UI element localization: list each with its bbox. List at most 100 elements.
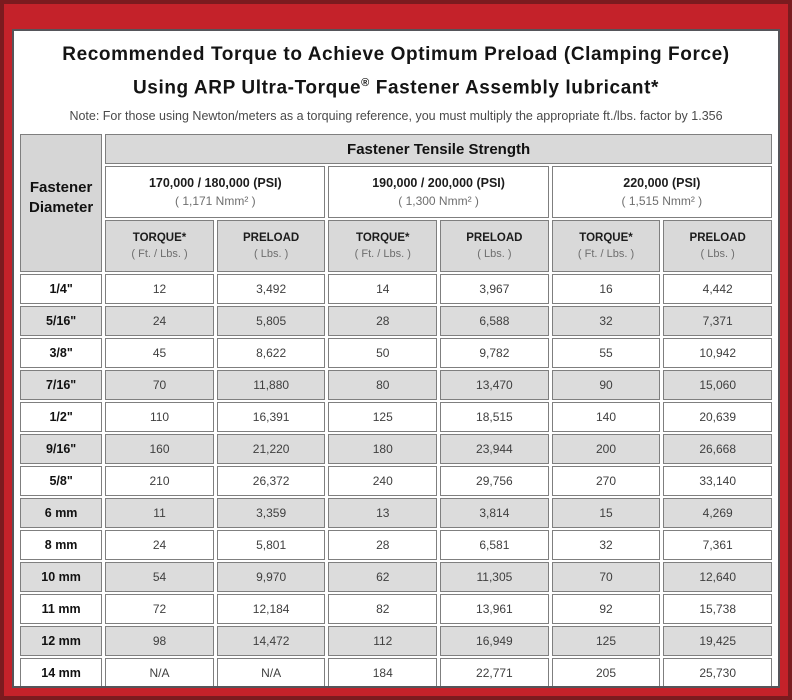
value-cell: 140	[551, 402, 661, 433]
fastener-diameter-header: Fastener Diameter	[20, 134, 103, 273]
value-cell: 80	[328, 370, 438, 401]
table-row: 1/4" 12 3,492 14 3,967 16 4,442	[20, 274, 772, 305]
value-cell: 22,771	[440, 658, 549, 686]
value-cell: 16	[551, 274, 661, 305]
diameter-cell: 1/2"	[20, 402, 103, 433]
diameter-cell: 12 mm	[20, 626, 103, 657]
value-cell: 26,668	[663, 434, 772, 465]
value-cell: 15	[551, 498, 661, 529]
value-cell: 11	[105, 498, 214, 529]
registered-trademark-symbol: ®	[361, 77, 370, 89]
value-cell: 21,220	[216, 434, 326, 465]
table-row: 5/16" 24 5,805 28 6,588 32 7,371	[20, 306, 772, 337]
value-cell: 18,515	[440, 402, 549, 433]
psi-group-220: 220,000 (PSI) ( 1,515 Nmm² )	[551, 166, 772, 219]
preload-column-header: PRELOAD ( Lbs. )	[216, 220, 326, 273]
value-cell: 5,801	[216, 530, 326, 561]
value-cell: 24	[105, 530, 214, 561]
page-title: Recommended Torque to Achieve Optimum Pr…	[17, 41, 775, 102]
value-cell: 55	[551, 338, 661, 369]
value-cell: 54	[105, 562, 214, 593]
table-head: Fastener Diameter Fastener Tensile Stren…	[20, 134, 772, 273]
value-cell: 270	[551, 466, 661, 497]
value-cell: 72	[105, 594, 214, 625]
value-cell: 62	[328, 562, 438, 593]
value-cell: 210	[105, 466, 214, 497]
value-cell: 24	[105, 306, 214, 337]
diameter-cell: 10 mm	[20, 562, 103, 593]
value-cell: 14	[328, 274, 438, 305]
value-cell: 3,814	[440, 498, 549, 529]
value-cell: 20,639	[663, 402, 772, 433]
value-cell: 200	[551, 434, 661, 465]
value-cell: 32	[551, 530, 661, 561]
value-cell: 4,442	[663, 274, 772, 305]
value-cell: 112	[328, 626, 438, 657]
table-body: 1/4" 12 3,492 14 3,967 16 4,442 5/16" 24 5,805 28 6…	[20, 274, 772, 686]
value-cell: 180	[328, 434, 438, 465]
diameter-cell: 6 mm	[20, 498, 103, 529]
table-row: 5/8" 210 26,372 240 29,756 270 33,140	[20, 466, 772, 497]
title-line2: Using ARP Ultra-Torque® Fastener Assembl…	[132, 77, 660, 99]
torque-column-header: TORQUE* ( Ft. / Lbs. )	[328, 220, 438, 273]
value-cell: 45	[105, 338, 214, 369]
value-cell: 7,371	[663, 306, 772, 337]
value-cell: 110	[105, 402, 214, 433]
value-cell: 3,967	[440, 274, 549, 305]
preload-column-header: PRELOAD ( Lbs. )	[663, 220, 772, 273]
value-cell: 9,970	[216, 562, 326, 593]
value-cell: 98	[105, 626, 214, 657]
psi-group-190-200: 190,000 / 200,000 (PSI) ( 1,300 Nmm² )	[328, 166, 549, 219]
value-cell: 19,425	[663, 626, 772, 657]
value-cell: 15,738	[663, 594, 772, 625]
table-row: 14 mm N/A N/A 184 22,771 205 25,730	[20, 658, 772, 686]
value-cell: 10,942	[663, 338, 772, 369]
value-cell: N/A	[105, 658, 214, 686]
conversion-note: Note: For those using Newton/meters as a…	[69, 109, 723, 124]
value-cell: 205	[551, 658, 661, 686]
table-row: 1/2" 110 16,391 125 18,515 140 20,639	[20, 402, 772, 433]
value-cell: 184	[328, 658, 438, 686]
value-cell: 5,805	[216, 306, 326, 337]
value-cell: 28	[328, 306, 438, 337]
value-cell: 13	[328, 498, 438, 529]
value-cell: 6,588	[440, 306, 549, 337]
value-cell: 4,269	[663, 498, 772, 529]
diameter-cell: 5/8"	[20, 466, 103, 497]
value-cell: 33,140	[663, 466, 772, 497]
diameter-cell: 1/4"	[20, 274, 103, 305]
value-cell: 32	[551, 306, 661, 337]
torque-column-header: TORQUE* ( Ft. / Lbs. )	[551, 220, 661, 273]
diameter-cell: 7/16"	[20, 370, 103, 401]
diameter-cell: 9/16"	[20, 434, 103, 465]
diameter-cell: 14 mm	[20, 658, 103, 686]
content-panel: Recommended Torque to Achieve Optimum Pr…	[12, 29, 780, 688]
value-cell: 7,361	[663, 530, 772, 561]
value-cell: 12,184	[216, 594, 326, 625]
value-cell: 29,756	[440, 466, 549, 497]
value-cell: 9,782	[440, 338, 549, 369]
diameter-cell: 11 mm	[20, 594, 103, 625]
value-cell: 90	[551, 370, 661, 401]
torque-table: Fastener Diameter Fastener Tensile Stren…	[17, 132, 775, 686]
value-cell: 25,730	[663, 658, 772, 686]
value-cell: 50	[328, 338, 438, 369]
value-cell: 6,581	[440, 530, 549, 561]
value-cell: 28	[328, 530, 438, 561]
diameter-cell: 5/16"	[20, 306, 103, 337]
value-cell: 16,391	[216, 402, 326, 433]
torque-column-header: TORQUE* ( Ft. / Lbs. )	[105, 220, 214, 273]
value-cell: 12	[105, 274, 214, 305]
value-cell: 16,949	[440, 626, 549, 657]
value-cell: 125	[328, 402, 438, 433]
value-cell: 26,372	[216, 466, 326, 497]
value-cell: 12,640	[663, 562, 772, 593]
diameter-cell: 3/8"	[20, 338, 103, 369]
table-row: 3/8" 45 8,622 50 9,782 55 10,942	[20, 338, 772, 369]
value-cell: 11,880	[216, 370, 326, 401]
table-row: 8 mm 24 5,801 28 6,581 32 7,361	[20, 530, 772, 561]
value-cell: 3,492	[216, 274, 326, 305]
value-cell: 125	[551, 626, 661, 657]
value-cell: 82	[328, 594, 438, 625]
value-cell: 11,305	[440, 562, 549, 593]
